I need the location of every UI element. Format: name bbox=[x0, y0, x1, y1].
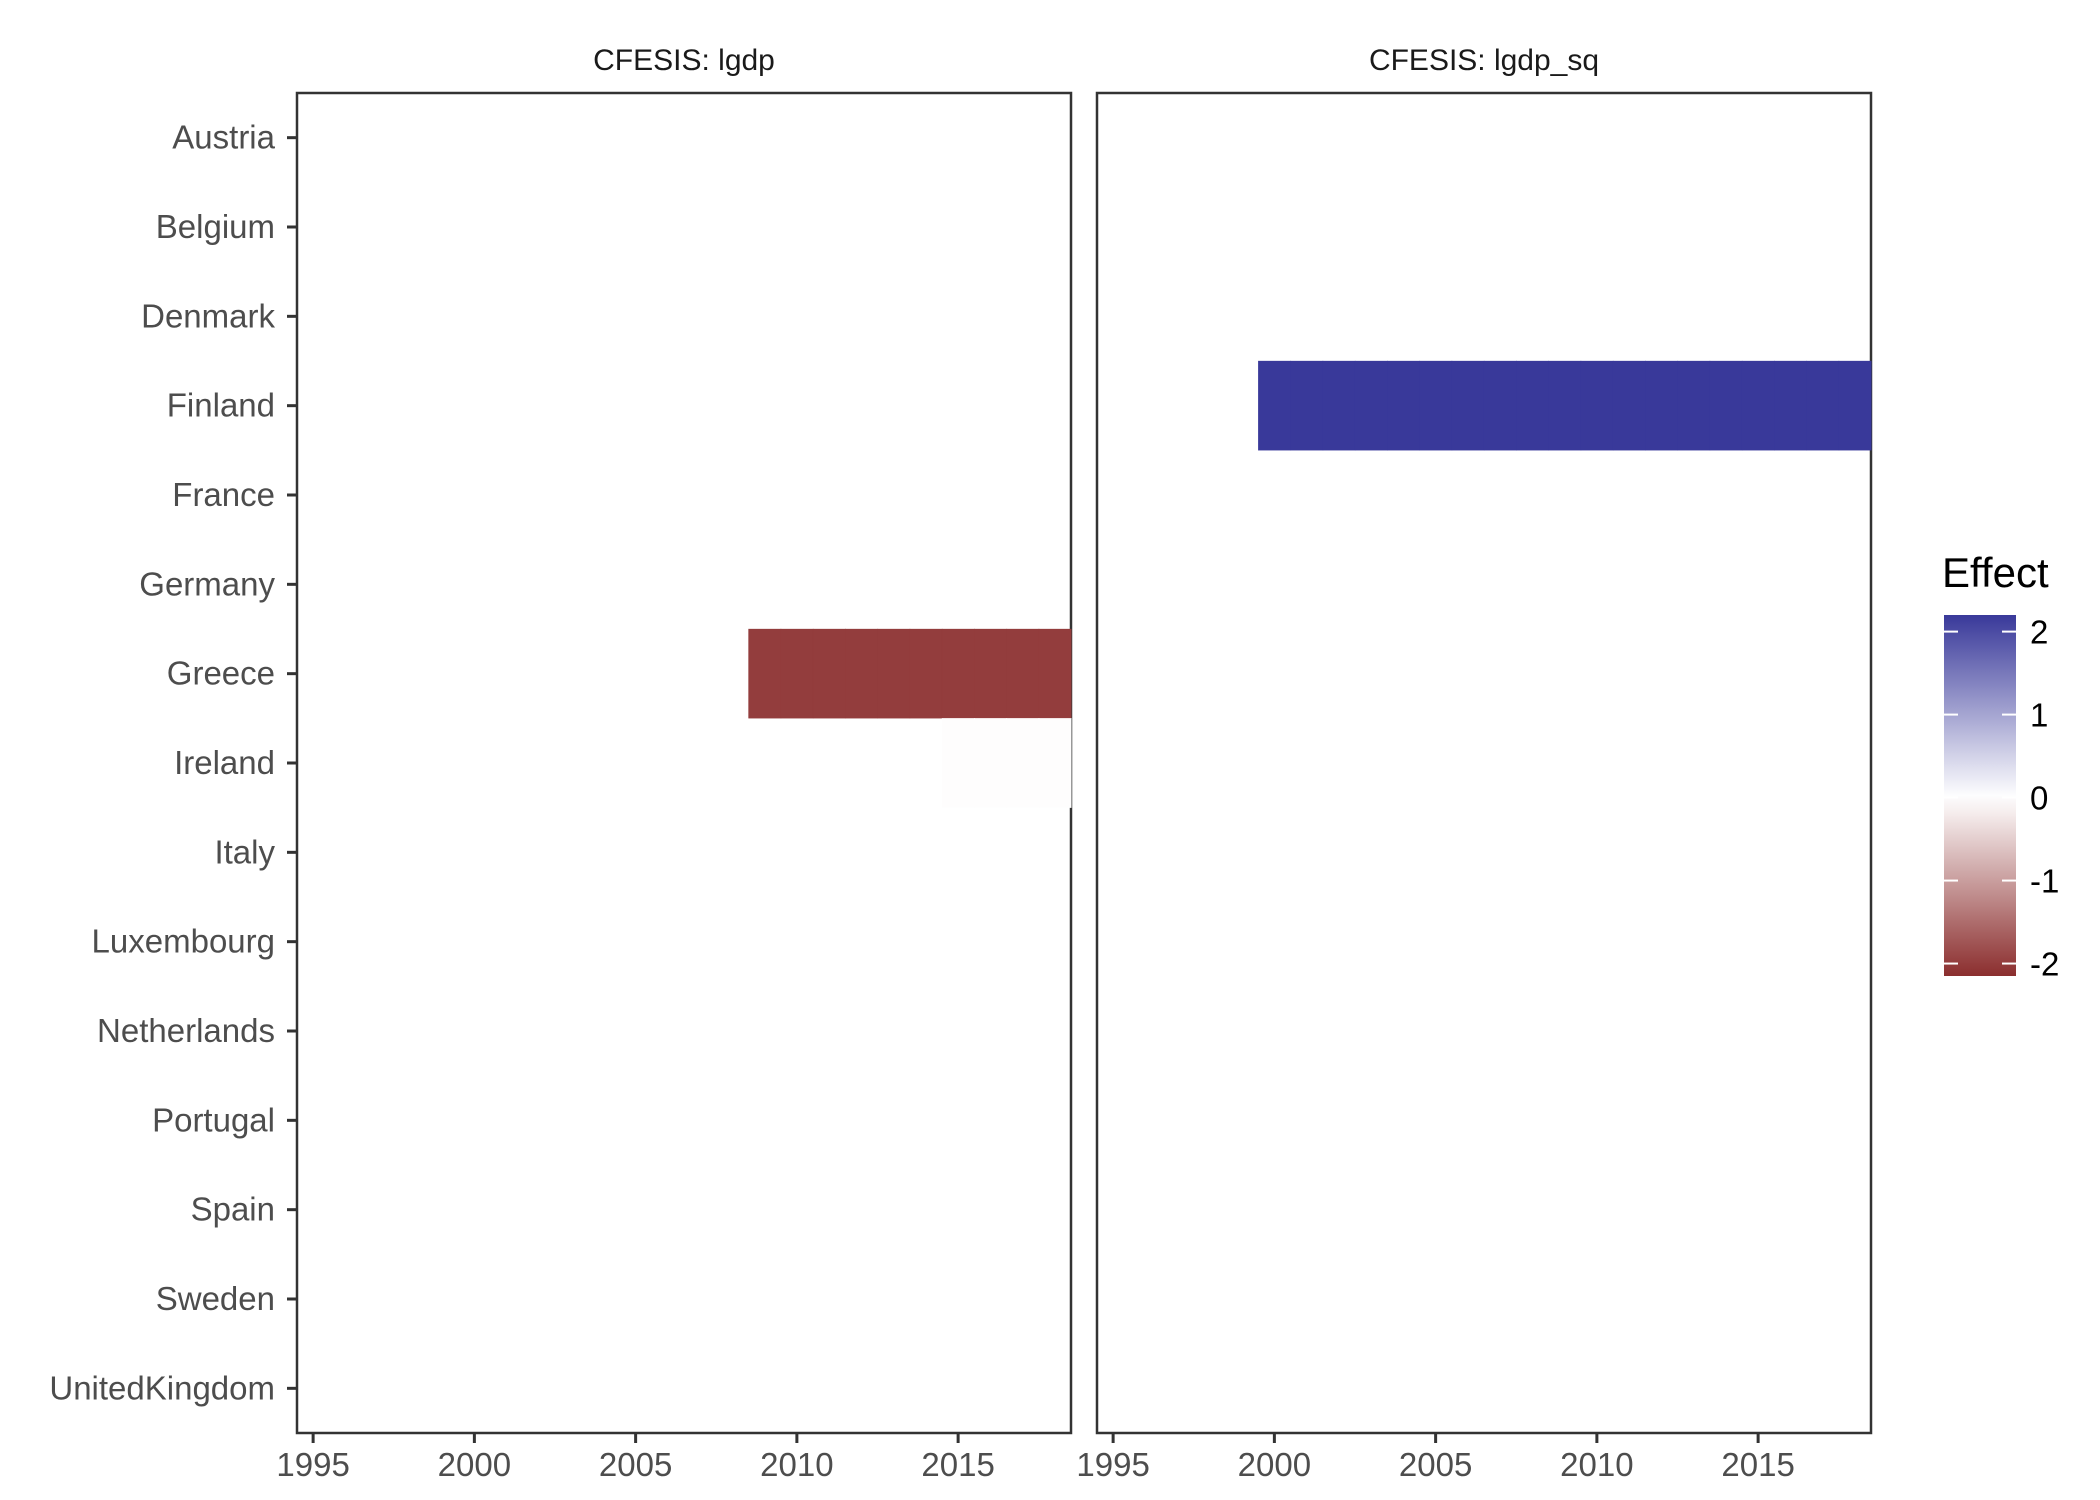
heatmap-cell bbox=[812, 628, 846, 719]
facet-title: CFESIS: lgdp_sq bbox=[1369, 44, 1599, 77]
facet-panel-lgdp: CFESIS: lgdp bbox=[295, 44, 1073, 1435]
heatmap-cell bbox=[1038, 628, 1072, 719]
heatmap-cell bbox=[1258, 360, 1292, 451]
y-tick-label: UnitedKingdom bbox=[49, 1369, 275, 1406]
heatmap-cell bbox=[1709, 360, 1743, 451]
y-tick-label: Belgium bbox=[156, 208, 275, 245]
heatmap-cell bbox=[1387, 360, 1421, 451]
heatmap-cell bbox=[941, 628, 975, 719]
heatmap-cell bbox=[974, 628, 1008, 719]
x-tick-label: 2015 bbox=[1721, 1446, 1794, 1483]
panel-border bbox=[1095, 91, 1873, 1435]
heatmap-cell bbox=[1774, 360, 1808, 451]
heatmap-cell bbox=[1612, 360, 1646, 451]
y-tick-label: Spain bbox=[191, 1191, 275, 1228]
facet-title: CFESIS: lgdp bbox=[593, 44, 775, 77]
heatmap-cell bbox=[909, 628, 943, 719]
heatmap-cell bbox=[748, 628, 782, 719]
y-tick-label: Austria bbox=[172, 119, 275, 156]
heatmap-cell bbox=[1006, 718, 1040, 808]
y-tick-label: Italy bbox=[214, 833, 275, 870]
x-tick-label: 2000 bbox=[438, 1446, 511, 1483]
heatmap-cell bbox=[941, 718, 975, 808]
heatmap-cell bbox=[1451, 360, 1485, 451]
legend-colorbar bbox=[1944, 615, 2016, 976]
heatmap-cell bbox=[1645, 360, 1679, 451]
x-tick-label: 2015 bbox=[921, 1446, 994, 1483]
x-axis-lgdp: 1995 2000 2005 2010 2015 bbox=[276, 1433, 995, 1483]
heatmap-cell bbox=[974, 718, 1008, 808]
legend-tick-label: -1 bbox=[2030, 863, 2059, 900]
x-tick-label: 2005 bbox=[1399, 1446, 1472, 1483]
y-tick-label: Denmark bbox=[141, 297, 275, 334]
heatmap-cell bbox=[1806, 360, 1840, 451]
y-tick-label: France bbox=[172, 476, 275, 513]
heatmap-cell bbox=[1677, 360, 1711, 451]
heatmap-cell bbox=[1038, 718, 1072, 808]
legend-tick-label: 2 bbox=[2030, 614, 2048, 651]
heatmap-cell bbox=[1290, 360, 1324, 451]
heatmap-cell bbox=[1322, 360, 1356, 451]
heatmap-cell bbox=[1354, 360, 1388, 451]
y-tick-label: Netherlands bbox=[97, 1012, 275, 1049]
x-axis-lgdp-sq: 1995 2000 2005 2010 2015 bbox=[1076, 1433, 1795, 1483]
x-tick-label: 2000 bbox=[1238, 1446, 1311, 1483]
y-tick-label: Portugal bbox=[152, 1101, 275, 1138]
legend-title: Effect bbox=[1942, 549, 2049, 596]
heatmap-cell bbox=[1741, 360, 1775, 451]
heatmap-cell bbox=[1838, 360, 1872, 451]
y-tick-label: Germany bbox=[139, 565, 275, 602]
x-tick-label: 2010 bbox=[760, 1446, 833, 1483]
heatmap-cell bbox=[1419, 360, 1453, 451]
y-tick-label: Ireland bbox=[174, 744, 275, 781]
heatmap-cell bbox=[845, 628, 879, 719]
y-tick-label: Sweden bbox=[156, 1280, 275, 1317]
y-tick-label: Finland bbox=[167, 387, 275, 424]
heatmap-cell bbox=[780, 628, 814, 719]
y-tick-label: Luxembourg bbox=[92, 923, 275, 960]
legend: Effect 2 1 0 -1 -2 bbox=[1942, 549, 2059, 983]
heatmap-cell bbox=[1548, 360, 1582, 451]
legend-tick-label: -2 bbox=[2030, 946, 2059, 983]
legend-tick-label: 0 bbox=[2030, 780, 2048, 817]
y-axis: Austria Belgium Denmark Finland France German… bbox=[49, 119, 297, 1406]
heatmap-cell bbox=[877, 628, 911, 719]
heatmap-cell bbox=[1580, 360, 1614, 451]
x-tick-label: 1995 bbox=[276, 1446, 349, 1483]
facet-panel-lgdp-sq: CFESIS: lgdp_sq bbox=[1095, 44, 1873, 1435]
x-tick-label: 2010 bbox=[1560, 1446, 1633, 1483]
x-tick-label: 2005 bbox=[599, 1446, 672, 1483]
legend-tick-label: 1 bbox=[2030, 697, 2048, 734]
x-tick-label: 1995 bbox=[1076, 1446, 1149, 1483]
heatmap-cell bbox=[1006, 628, 1040, 719]
heatmap-cell bbox=[1516, 360, 1550, 451]
heatmap-cell bbox=[1483, 360, 1517, 451]
y-tick-label: Greece bbox=[167, 655, 275, 692]
